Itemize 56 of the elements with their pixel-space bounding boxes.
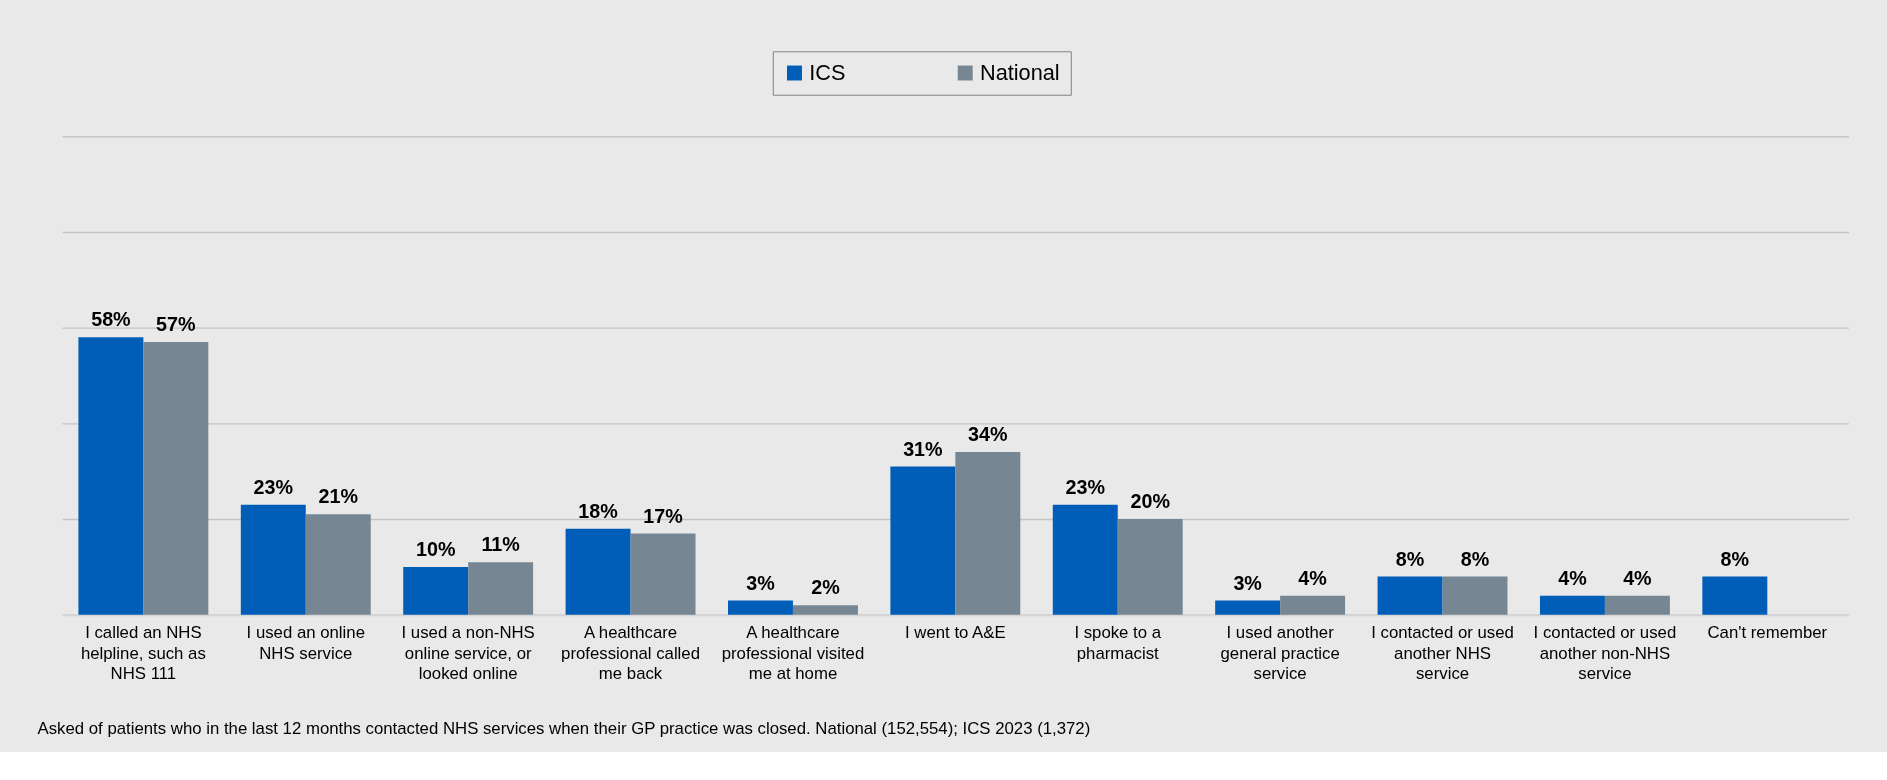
bar — [727, 600, 793, 615]
data-label: 8% — [1395, 547, 1425, 570]
x-tick-label: I called an NHS helpline, such as NHS 111 — [80, 623, 206, 684]
x-tick-label: I used a non-NHS online service, or looked online — [401, 623, 535, 684]
bar — [305, 514, 371, 615]
x-tick-label: I went to A&E — [905, 623, 1006, 643]
bar — [890, 466, 956, 615]
data-label: 10% — [415, 538, 456, 561]
legend-label: National — [980, 59, 1060, 85]
x-tick-label: A healthcare professional called me back — [561, 623, 700, 684]
data-label: 34% — [968, 423, 1009, 446]
data-label: 23% — [1065, 475, 1106, 498]
x-tick-label: I used an online NHS service — [246, 623, 365, 663]
data-label: 58% — [91, 308, 132, 331]
data-label: 21% — [318, 485, 359, 508]
data-label: 3% — [1233, 571, 1263, 594]
data-label: 8% — [1460, 547, 1490, 570]
bar — [143, 342, 209, 615]
data-label: 8% — [1720, 547, 1750, 570]
bar — [1702, 576, 1768, 615]
bar — [1052, 504, 1118, 615]
x-tick-label: I used another general practice service — [1220, 623, 1340, 684]
x-tick-label: Can't remember — [1707, 623, 1828, 643]
bar — [1604, 595, 1670, 615]
data-label: 2% — [811, 576, 841, 599]
bar — [955, 452, 1021, 615]
data-label: 31% — [903, 437, 944, 460]
bar — [468, 562, 534, 615]
x-tick-label: I contacted or used another NHS service — [1371, 623, 1514, 684]
bar — [1215, 600, 1281, 615]
bar — [1442, 576, 1508, 615]
bar — [1539, 595, 1605, 615]
data-label: 17% — [643, 504, 684, 527]
data-label: 4% — [1298, 566, 1328, 589]
data-label: 18% — [578, 499, 619, 522]
bar — [792, 605, 858, 615]
data-label: 4% — [1623, 566, 1653, 589]
bar — [1377, 576, 1443, 615]
data-label: 23% — [253, 475, 294, 498]
bar — [565, 528, 631, 615]
bar — [403, 566, 469, 615]
bar — [1280, 595, 1346, 615]
data-label: 20% — [1130, 490, 1171, 513]
bar — [1117, 519, 1183, 615]
text: Asked of patients who in the last 12 months contacted NHS services when their GP practice was closed. National (152,554); ICS 2023 (1,372) — [37, 719, 1091, 739]
x-tick-label: A healthcare professional visited me at home — [721, 623, 865, 684]
bar — [630, 533, 696, 615]
data-label: 3% — [746, 571, 776, 594]
bar — [240, 504, 306, 615]
x-tick-label: I spoke to a pharmacist — [1074, 623, 1162, 663]
data-label: 4% — [1558, 566, 1588, 589]
bar — [78, 337, 144, 615]
legend-label: ICS — [809, 59, 846, 85]
data-label: 11% — [481, 533, 521, 556]
x-tick-label: I contacted or used another non-NHS service — [1533, 623, 1677, 684]
data-label: 57% — [156, 313, 197, 336]
